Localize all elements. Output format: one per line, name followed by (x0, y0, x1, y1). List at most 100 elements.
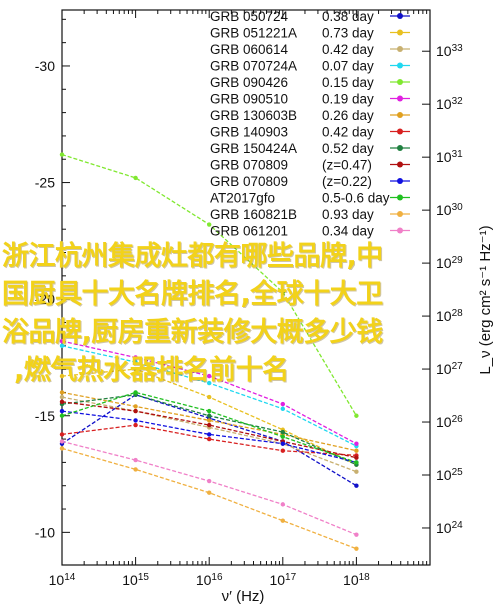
x-tick-label: 1016 (196, 572, 223, 589)
series-line (61, 424, 357, 457)
x-tick-label: 1017 (269, 572, 296, 589)
legend-series-label: 0.15 day (322, 75, 374, 90)
x-axis-label: ν′ (Hz) (222, 588, 265, 605)
series-point (280, 441, 285, 446)
series-point (207, 422, 212, 428)
x-tick-label: 1014 (49, 572, 76, 589)
left-y-tick-label: -30 (35, 58, 55, 74)
series-point (207, 408, 212, 414)
legend-swatch-marker (397, 145, 403, 151)
series-point (354, 469, 359, 474)
legend-swatch-marker (397, 29, 403, 36)
series-point (207, 222, 212, 227)
legend-swatch-marker (397, 128, 403, 135)
legend-series-name: AT2017gfo (210, 191, 275, 206)
series-line (61, 447, 357, 550)
legend-series-name: GRB 130603B (210, 108, 297, 123)
series-point (59, 390, 65, 395)
left-y-axis-ticks: -10 -15 -20 -25 -30 (35, 18, 70, 540)
series-point (354, 483, 359, 488)
series-line (61, 410, 357, 464)
x-axis-ticks: 1014 1015 1016 1017 1018 (49, 10, 428, 589)
legend-series-name: GRB 070809 (210, 158, 288, 173)
series-point (59, 338, 65, 344)
series-point (133, 457, 138, 463)
series-point (354, 546, 359, 551)
series-point (354, 448, 359, 453)
series-point (207, 394, 212, 400)
series-point (133, 175, 138, 181)
legend-series-name: GRB 090510 (210, 92, 288, 107)
series-point (133, 359, 138, 365)
series-point (59, 446, 65, 451)
legend-swatch-marker (397, 227, 403, 234)
series-point (280, 518, 285, 523)
series-point (354, 460, 359, 465)
series-point (280, 502, 285, 507)
series-point (59, 394, 65, 400)
legend-series-name: GRB 140903 (210, 125, 288, 140)
legend-series-name: GRB 160821B (210, 207, 297, 222)
legend-swatch-marker (397, 95, 403, 102)
legend-series-label: 0.42 day (322, 42, 374, 57)
legend: GRB 050724 0.38 day GRB 051221A 0.73 day GRB… (210, 9, 410, 239)
legend-swatch-marker (397, 178, 403, 184)
legend-series-label: 0.38 day (322, 9, 374, 24)
series-point (207, 432, 212, 437)
series-point (59, 152, 65, 157)
series-point (207, 490, 212, 495)
x-tick-label: 1015 (122, 572, 149, 589)
series-point (133, 408, 138, 414)
legend-series-label: 0.26 day (322, 108, 374, 123)
left-y-tick-label: -10 (35, 524, 55, 540)
right-y-tick-label: 1027 (436, 361, 463, 378)
legend-series-name: GRB 061201 (210, 224, 288, 239)
series-point (207, 478, 212, 484)
x-tick-label: 1018 (343, 572, 370, 589)
series-point (133, 366, 138, 372)
series-point (59, 432, 65, 437)
series-line (61, 440, 357, 536)
series-point (207, 380, 212, 386)
legend-swatch-marker (397, 112, 403, 118)
series-point (354, 441, 359, 446)
legend-series-name: GRB 051221A (210, 26, 297, 41)
series-point (59, 399, 65, 404)
series-point (59, 413, 65, 418)
right-y-tick-label: 1032 (436, 96, 463, 113)
legend-series-name: GRB 090426 (210, 75, 288, 90)
legend-series-label: 0.19 day (322, 92, 374, 107)
series-line (61, 401, 357, 459)
legend-series-name: GRB 060614 (210, 42, 289, 57)
legend-series-label: 0.07 day (322, 59, 374, 74)
legend-series-label: (z=0.47) (322, 158, 372, 173)
legend-series-name: GRB 050724 (210, 9, 289, 24)
right-y-tick-label: 1033 (436, 43, 463, 60)
series-point (133, 422, 138, 428)
series-point (280, 434, 285, 439)
series-line (61, 391, 357, 452)
series-point (354, 413, 359, 418)
legend-series-label: 0.93 day (322, 207, 374, 222)
legend-swatch-marker (397, 161, 403, 168)
right-y-axis-label: L_ν (erg cm² s⁻¹ Hz⁻¹) (477, 225, 494, 374)
series-point (354, 455, 359, 460)
series-point (59, 343, 65, 348)
legend-series-name: GRB 150424A (210, 141, 297, 156)
series-point (354, 532, 359, 537)
legend-swatch-marker (397, 194, 403, 201)
right-y-tick-label: 1028 (436, 308, 463, 325)
series-point (280, 448, 285, 453)
series-point (133, 467, 138, 472)
series-point (133, 404, 138, 409)
legend-swatch-marker (397, 211, 403, 217)
legend-swatch-marker (397, 62, 403, 69)
series-point (207, 373, 212, 379)
series-point (207, 436, 212, 442)
legend-series-label: 0.52 day (322, 141, 374, 156)
series-point (207, 413, 212, 418)
legend-series-label: 0.42 day (322, 125, 374, 140)
right-y-axis-ticks: 1024 1025 1026 1027 1028 1029 1030 1031 1032 1033 (422, 43, 463, 536)
series-point (59, 408, 65, 414)
